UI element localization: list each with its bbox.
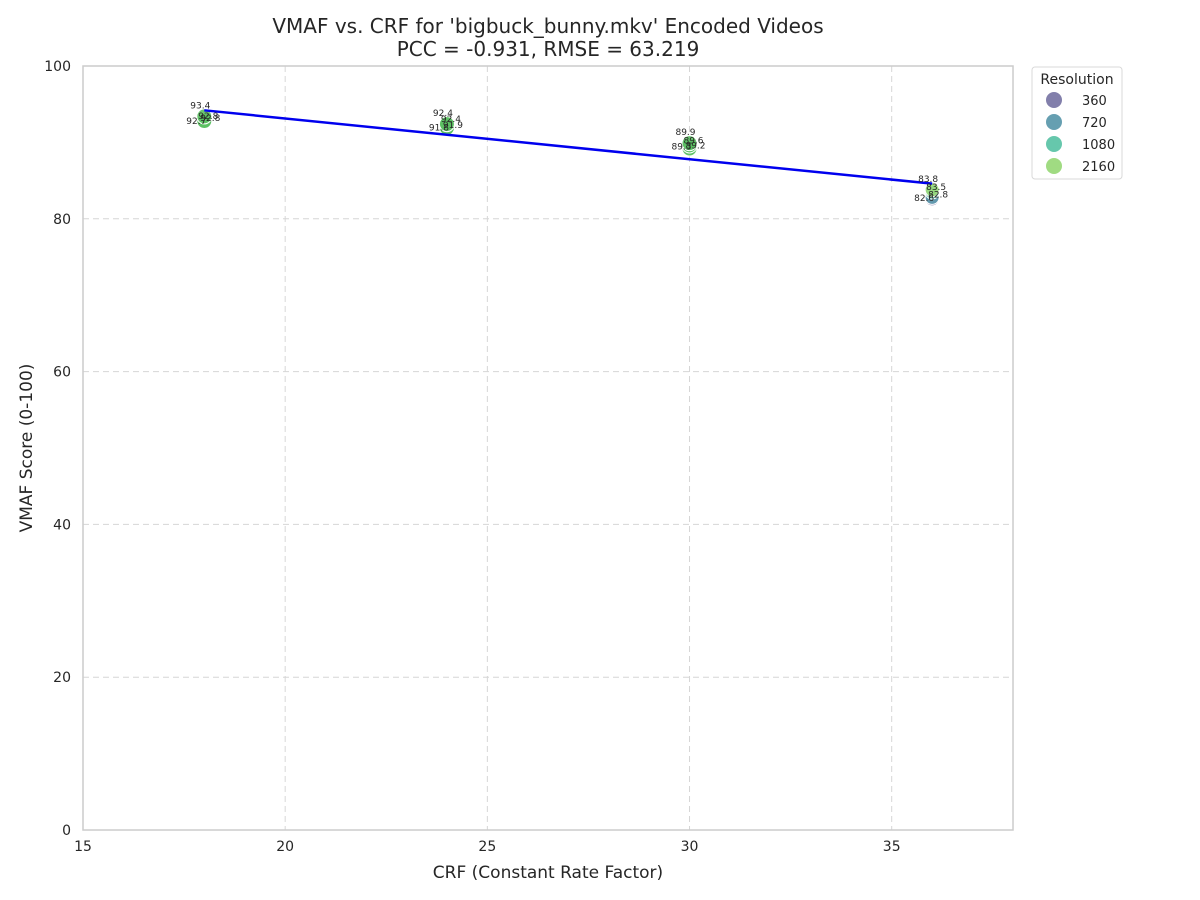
grid-lines bbox=[82, 65, 1013, 831]
x-tick-label: 30 bbox=[681, 839, 699, 855]
y-tick-label: 40 bbox=[53, 517, 71, 533]
legend-label: 360 bbox=[1082, 94, 1107, 109]
x-axis-label: CRF (Constant Rate Factor) bbox=[433, 863, 663, 883]
y-tick-label: 0 bbox=[62, 823, 71, 839]
data-labels: 92.791.889.382.692.891.989.282.892.8 92.4… bbox=[186, 101, 948, 204]
legend-title: Resolution bbox=[1040, 72, 1113, 88]
x-tick-label: 20 bbox=[276, 839, 294, 855]
data-label: 82.6 bbox=[914, 194, 934, 204]
data-label: 92.4 bbox=[441, 115, 461, 125]
data-label: 82.8 bbox=[928, 190, 948, 200]
legend-label: 2160 bbox=[1082, 160, 1115, 175]
data-label: 91.9 bbox=[443, 121, 463, 131]
legend: Resolution 360 720 1080 2160 bbox=[1031, 66, 1123, 180]
chart-title-line-2: PCC = -0.931, RMSE = 63.219 bbox=[397, 37, 700, 61]
x-tick-label: 35 bbox=[883, 839, 901, 855]
data-point bbox=[196, 108, 213, 125]
data-label: 89.2 bbox=[685, 142, 705, 152]
legend-marker bbox=[1046, 158, 1062, 174]
data-point bbox=[681, 135, 698, 152]
y-axis-ticks: 0 20 40 60 80 100 bbox=[44, 59, 71, 839]
legend-marker bbox=[1046, 114, 1062, 130]
data-points bbox=[196, 108, 940, 207]
data-label: 89.9 bbox=[675, 128, 695, 138]
x-tick-label: 15 bbox=[74, 839, 92, 855]
x-tick-label: 25 bbox=[478, 839, 496, 855]
plot-frame bbox=[82, 65, 1014, 831]
y-tick-label: 80 bbox=[53, 212, 71, 228]
data-label: 89.3 bbox=[671, 143, 691, 153]
legend-marker bbox=[1046, 136, 1062, 152]
legend-marker bbox=[1046, 92, 1062, 108]
data-label: 92.8 bbox=[200, 114, 220, 124]
data-label: 83.5 bbox=[926, 183, 946, 193]
y-tick-label: 60 bbox=[53, 365, 71, 381]
legend-entries: 360 720 1080 2160 bbox=[1046, 92, 1115, 175]
y-tick-label: 20 bbox=[53, 670, 71, 686]
data-label: 93.4 bbox=[190, 101, 210, 111]
data-label: 92.8 bbox=[198, 112, 218, 122]
data-label: 92.7 bbox=[186, 117, 206, 127]
legend-label: 720 bbox=[1082, 116, 1107, 131]
data-label: 83.8 bbox=[918, 175, 938, 185]
data-label: 92.4 bbox=[433, 109, 453, 119]
y-axis-label: VMAF Score (0-100) bbox=[17, 364, 37, 533]
data-point bbox=[438, 116, 455, 133]
legend-label: 1080 bbox=[1082, 138, 1115, 153]
data-label: 89.6 bbox=[683, 136, 703, 146]
y-tick-label: 100 bbox=[44, 59, 71, 75]
x-axis-ticks: 15 20 25 30 35 bbox=[74, 839, 901, 855]
data-label: 91.8 bbox=[429, 124, 449, 134]
chart-title-line-1: VMAF vs. CRF for 'bigbuck_bunny.mkv' Enc… bbox=[272, 14, 823, 38]
regression-line bbox=[204, 109, 933, 185]
